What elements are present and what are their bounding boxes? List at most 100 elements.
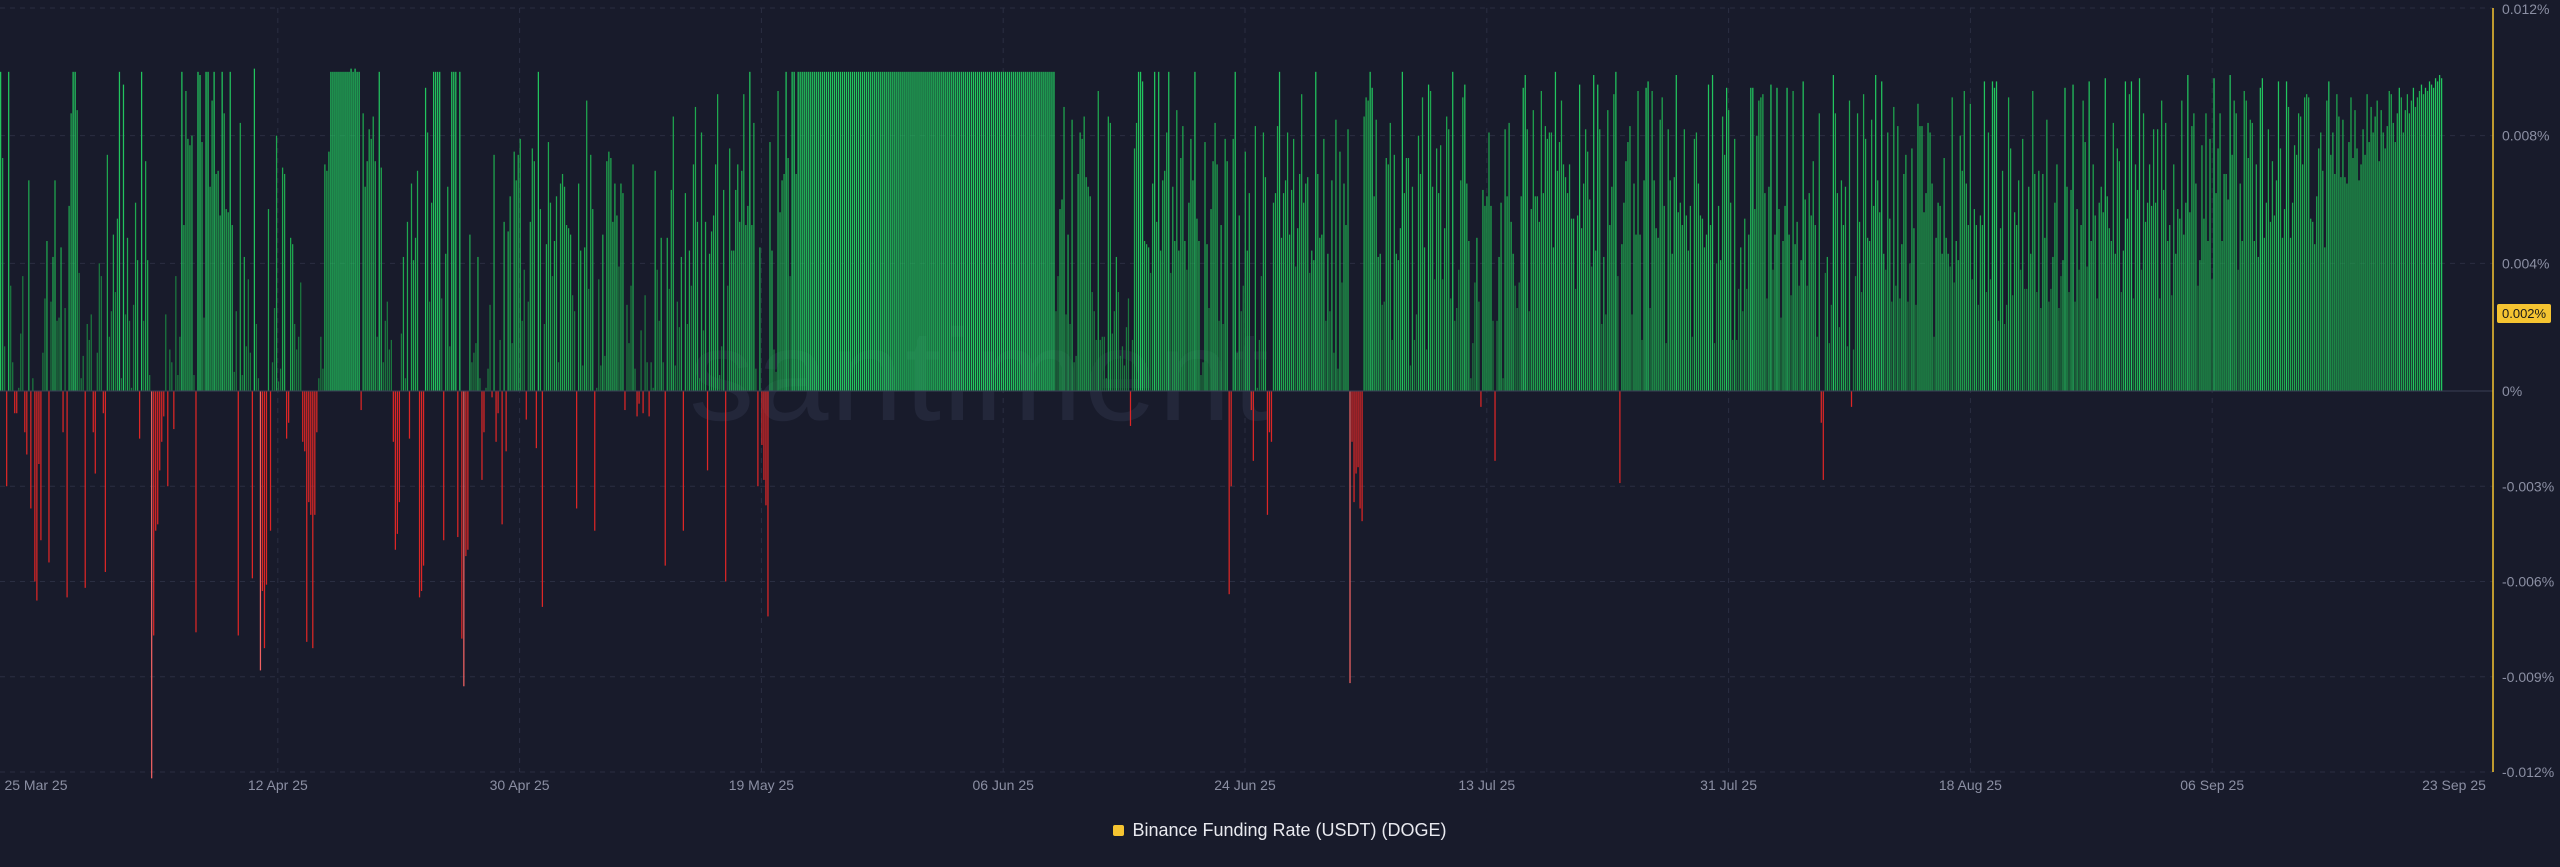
funding-bar[interactable] bbox=[2404, 110, 2406, 391]
funding-bar[interactable] bbox=[362, 113, 364, 391]
funding-bar[interactable] bbox=[255, 323, 258, 391]
funding-bar[interactable] bbox=[173, 391, 175, 430]
funding-bar[interactable] bbox=[207, 71, 209, 391]
funding-bar[interactable] bbox=[666, 237, 668, 391]
funding-bar[interactable] bbox=[966, 71, 968, 391]
funding-bar[interactable] bbox=[1866, 237, 1869, 391]
funding-bar[interactable] bbox=[1526, 129, 1528, 391]
funding-bar[interactable] bbox=[1728, 110, 1730, 391]
funding-bar[interactable] bbox=[618, 266, 620, 391]
funding-bar[interactable] bbox=[986, 71, 989, 391]
funding-bar[interactable] bbox=[1059, 209, 1061, 391]
funding-bar[interactable] bbox=[372, 116, 374, 392]
funding-bar[interactable] bbox=[114, 292, 117, 391]
funding-bar[interactable] bbox=[2249, 119, 2251, 392]
funding-bar[interactable] bbox=[302, 391, 304, 442]
funding-bar[interactable] bbox=[424, 87, 427, 391]
funding-bar[interactable] bbox=[165, 314, 167, 391]
funding-bar[interactable] bbox=[2368, 142, 2370, 391]
funding-bar[interactable] bbox=[1915, 304, 1917, 391]
funding-bar[interactable] bbox=[737, 164, 739, 391]
funding-bar[interactable] bbox=[888, 71, 890, 391]
funding-bar[interactable] bbox=[749, 71, 751, 391]
funding-bar[interactable] bbox=[2362, 129, 2364, 391]
funding-bar[interactable] bbox=[344, 71, 346, 391]
funding-bar[interactable] bbox=[1659, 119, 1661, 392]
funding-bar[interactable] bbox=[320, 336, 322, 391]
funding-bar[interactable] bbox=[1055, 311, 1057, 391]
funding-bar[interactable] bbox=[954, 71, 956, 391]
funding-bar[interactable] bbox=[1931, 183, 1933, 391]
funding-bar[interactable] bbox=[1017, 71, 1019, 391]
funding-bar[interactable] bbox=[658, 320, 660, 391]
funding-bar[interactable] bbox=[527, 301, 529, 391]
funding-bar[interactable] bbox=[332, 71, 334, 391]
funding-bar[interactable] bbox=[1246, 250, 1248, 391]
funding-bar[interactable] bbox=[1709, 225, 1712, 391]
funding-bar[interactable] bbox=[2199, 260, 2201, 391]
funding-bar[interactable] bbox=[640, 330, 642, 391]
funding-bar[interactable] bbox=[519, 138, 521, 391]
funding-bar[interactable] bbox=[356, 71, 358, 391]
funding-bar[interactable] bbox=[281, 167, 284, 391]
funding-bar[interactable] bbox=[600, 365, 602, 391]
funding-bar[interactable] bbox=[1955, 240, 1957, 391]
funding-bar[interactable] bbox=[181, 71, 183, 391]
funding-bar[interactable] bbox=[636, 391, 638, 417]
funding-bar[interactable] bbox=[1119, 355, 1122, 391]
funding-bar[interactable] bbox=[1707, 84, 1710, 391]
funding-bar[interactable] bbox=[12, 362, 14, 391]
funding-bar[interactable] bbox=[1399, 228, 1401, 391]
funding-bar[interactable] bbox=[1045, 71, 1047, 391]
funding-bar[interactable] bbox=[972, 71, 975, 391]
funding-bar[interactable] bbox=[1458, 269, 1460, 391]
funding-bar[interactable] bbox=[1075, 355, 1077, 391]
funding-bar[interactable] bbox=[134, 202, 137, 391]
funding-bar[interactable] bbox=[1871, 119, 1873, 392]
funding-bar[interactable] bbox=[576, 391, 578, 509]
funding-bar[interactable] bbox=[1750, 87, 1752, 391]
funding-bar[interactable] bbox=[2306, 94, 2308, 392]
funding-bar[interactable] bbox=[1482, 189, 1484, 391]
funding-bar[interactable] bbox=[1530, 209, 1532, 391]
funding-bar[interactable] bbox=[1643, 180, 1645, 391]
funding-bar[interactable] bbox=[1284, 180, 1287, 391]
funding-bar[interactable] bbox=[2302, 164, 2304, 391]
funding-bar[interactable] bbox=[1661, 97, 1663, 392]
funding-bar[interactable] bbox=[38, 391, 40, 465]
funding-bar[interactable] bbox=[2157, 129, 2159, 391]
funding-bar[interactable] bbox=[54, 180, 56, 391]
funding-bar[interactable] bbox=[169, 349, 171, 391]
funding-bar[interactable] bbox=[2064, 87, 2066, 391]
funding-bar[interactable] bbox=[1613, 94, 1615, 392]
funding-bar[interactable] bbox=[338, 71, 340, 391]
funding-bar[interactable] bbox=[920, 71, 922, 391]
funding-bar[interactable] bbox=[2130, 81, 2133, 391]
funding-bar[interactable] bbox=[2330, 154, 2332, 391]
funding-bar[interactable] bbox=[241, 375, 243, 391]
funding-bar[interactable] bbox=[2348, 142, 2350, 391]
funding-bar[interactable] bbox=[2124, 81, 2127, 391]
funding-bar[interactable] bbox=[1941, 253, 1943, 391]
funding-bar[interactable] bbox=[1158, 71, 1160, 391]
funding-bar[interactable] bbox=[1357, 391, 1359, 468]
funding-bar[interactable] bbox=[1464, 84, 1466, 391]
funding-bar[interactable] bbox=[831, 71, 834, 391]
funding-bar[interactable] bbox=[1172, 186, 1174, 391]
funding-bar[interactable] bbox=[2001, 170, 2004, 391]
funding-bar[interactable] bbox=[1721, 116, 1724, 392]
funding-bar[interactable] bbox=[2118, 161, 2120, 391]
funding-bar[interactable] bbox=[443, 391, 445, 541]
funding-bar[interactable] bbox=[1361, 391, 1363, 522]
funding-bar[interactable] bbox=[696, 221, 699, 391]
funding-bar[interactable] bbox=[652, 387, 654, 391]
funding-bar[interactable] bbox=[580, 250, 582, 391]
funding-bar[interactable] bbox=[559, 183, 562, 391]
funding-bar[interactable] bbox=[777, 90, 779, 391]
funding-bar[interactable] bbox=[1341, 282, 1343, 391]
funding-bar[interactable] bbox=[612, 221, 614, 391]
funding-bar[interactable] bbox=[714, 164, 717, 391]
funding-bar[interactable] bbox=[2420, 84, 2423, 391]
funding-bar[interactable] bbox=[2332, 132, 2334, 392]
funding-bar[interactable] bbox=[1877, 180, 1879, 391]
